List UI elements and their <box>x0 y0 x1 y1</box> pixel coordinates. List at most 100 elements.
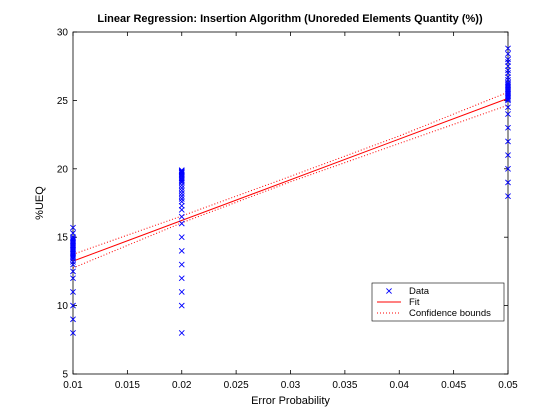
data-point <box>178 190 185 197</box>
data-point <box>505 76 511 83</box>
x-axis-label: Error Probability <box>251 395 330 407</box>
data-point <box>178 195 185 202</box>
data-point <box>70 237 76 243</box>
y-axis: 5 10 15 20 25 30 <box>57 28 508 381</box>
chart-title: Linear Regression: Insertion Algorithm (… <box>97 13 483 25</box>
y-tick-label: 20 <box>57 164 69 175</box>
data-point <box>70 316 76 323</box>
data-point <box>70 268 76 275</box>
data-point <box>505 56 511 63</box>
legend-data-x <box>386 288 392 294</box>
data-point <box>505 96 511 102</box>
x-tick-label: 0.03 <box>281 380 301 391</box>
data-point <box>70 275 76 282</box>
data-point <box>178 234 185 241</box>
data-point <box>178 178 185 185</box>
fit-line-group <box>72 97 509 262</box>
data-point <box>505 82 511 89</box>
data-point <box>178 302 185 309</box>
data-point <box>505 74 511 81</box>
data-point <box>70 234 76 241</box>
data-point <box>70 224 76 231</box>
y-tick-label: 15 <box>57 233 69 244</box>
data-point <box>505 45 511 52</box>
data-point <box>505 81 511 87</box>
data-point <box>178 330 185 336</box>
data-point <box>505 70 511 76</box>
data-point <box>505 83 511 90</box>
data-point <box>178 202 185 209</box>
data-point <box>505 193 511 200</box>
x-tick-label: 0.04 <box>390 380 410 391</box>
data-point <box>70 247 76 254</box>
data-point <box>70 246 76 253</box>
x-tick-label: 0.05 <box>498 380 518 391</box>
data-point <box>505 97 511 104</box>
legend: Data Fit Confidence bounds <box>371 282 505 322</box>
data-point <box>178 176 185 183</box>
confidence-bound-upper <box>72 91 509 255</box>
x-tick-label: 0.025 <box>224 380 249 391</box>
data-point <box>178 169 185 176</box>
data-point <box>505 87 511 94</box>
data-point <box>178 175 185 182</box>
legend-label-bounds: Confidence bounds <box>409 308 491 319</box>
data-point <box>178 193 185 200</box>
data-point <box>70 243 76 250</box>
data-point <box>70 258 76 265</box>
data-point <box>178 275 185 282</box>
y-tick-label: 30 <box>57 28 69 39</box>
data-point <box>178 247 185 254</box>
data-point <box>178 198 185 205</box>
data-point <box>505 90 511 97</box>
data-point <box>505 59 511 66</box>
data-point <box>70 253 76 260</box>
data-point <box>178 174 185 180</box>
x-tick-label: 0.015 <box>115 380 140 391</box>
data-point <box>505 152 511 159</box>
data-point <box>505 94 511 101</box>
data-point <box>505 138 511 145</box>
data-point <box>70 252 76 258</box>
data-points <box>70 45 511 336</box>
data-point <box>178 206 185 213</box>
legend-label-fit: Fit <box>409 297 420 308</box>
data-point <box>178 182 185 189</box>
x-axis: 0.01 0.015 0.02 0.025 0.03 0.035 0.04 0.045 0.05 <box>63 32 518 391</box>
y-tick-label: 25 <box>57 96 69 107</box>
data-point <box>178 167 185 174</box>
legend-label-data: Data <box>409 286 430 297</box>
x-tick-label: 0.045 <box>441 380 466 391</box>
data-point <box>70 242 76 249</box>
fit-line <box>72 97 509 262</box>
data-point <box>70 250 76 257</box>
data-point <box>70 256 76 263</box>
data-point <box>70 230 76 237</box>
data-point <box>505 85 511 92</box>
data-point <box>505 86 511 93</box>
data-point <box>505 111 511 117</box>
data-point <box>70 302 76 309</box>
data-point <box>178 167 185 174</box>
data-point <box>178 169 185 176</box>
x-tick-label: 0.035 <box>332 380 357 391</box>
data-point <box>505 89 511 96</box>
data-point <box>505 93 511 100</box>
data-point <box>178 168 185 175</box>
data-point <box>505 124 511 131</box>
data-point <box>70 241 76 247</box>
confidence-bounds <box>72 91 509 269</box>
data-point <box>70 235 76 242</box>
data-point <box>178 289 185 295</box>
x-tick-label: 0.01 <box>63 380 83 391</box>
data-point <box>505 179 511 186</box>
data-point <box>505 50 511 57</box>
data-point <box>505 92 511 98</box>
y-tick-label: 5 <box>62 370 68 381</box>
data-point <box>178 185 185 191</box>
data-point <box>505 165 511 172</box>
data-point <box>178 187 185 194</box>
data-point <box>178 213 185 220</box>
